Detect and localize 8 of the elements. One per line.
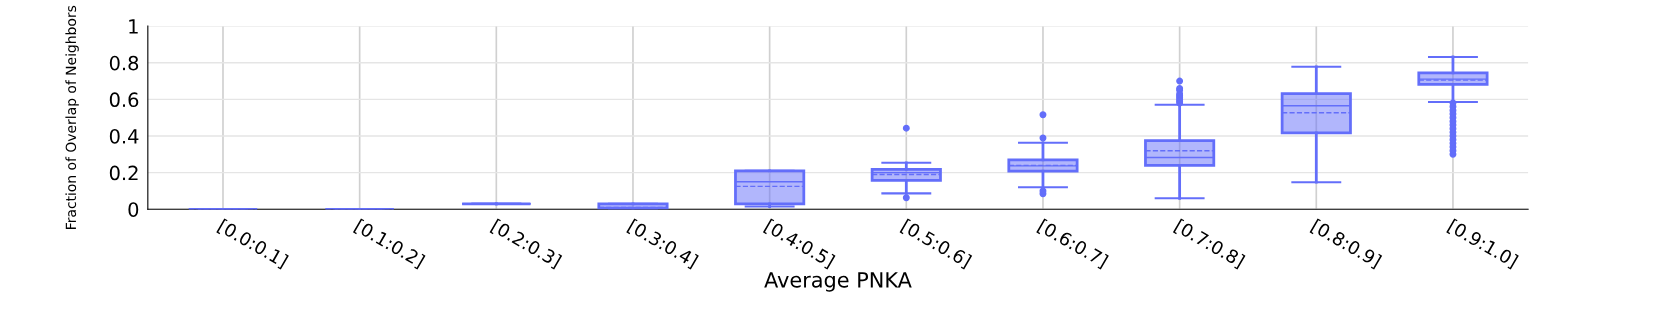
y-tick-label: 0.8 (109, 55, 139, 71)
y-tick-label: 0.6 (109, 92, 139, 108)
y-axis-title: Fraction of Overlap of Neighbors (65, 5, 79, 229)
y-tick-label: 1 (129, 19, 138, 34)
y-tick-label: 0.2 (109, 165, 138, 181)
x-axis-title: Average PNKA (764, 272, 912, 292)
y-tick-label: 0.4 (109, 128, 139, 144)
y-tick-label: 0 (128, 202, 139, 217)
